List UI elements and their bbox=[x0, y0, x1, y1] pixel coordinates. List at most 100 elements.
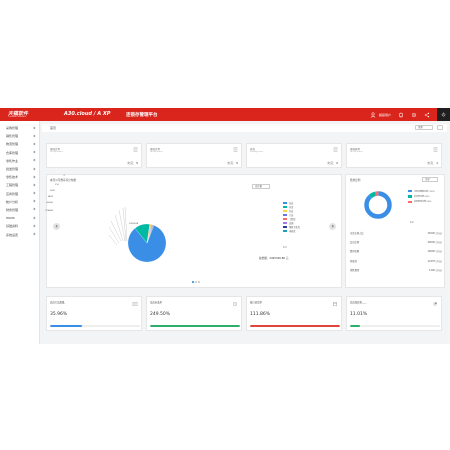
legend-item[interactable]: 零售专卖库 bbox=[283, 225, 300, 229]
sidebar-item[interactable]: 零售技术 bbox=[0, 173, 39, 181]
expense-row: 销售费用 1200 (万元) bbox=[350, 265, 442, 274]
bell-icon[interactable] bbox=[398, 112, 404, 118]
stat-card-value: 未完：1 bbox=[427, 161, 438, 165]
sidebar-item[interactable]: 工程管理 bbox=[0, 181, 39, 189]
sidebar-item-label: HRMS bbox=[6, 216, 15, 221]
logout-button[interactable] bbox=[437, 108, 450, 121]
user-icon[interactable] bbox=[370, 112, 376, 118]
legend-swatch bbox=[283, 225, 287, 229]
inventory-chart-card: 本月公司各库存分布图 库存量 总店 仓库 分店 门店 工程库 店铺 零售专卖库 电商库 1/3… bbox=[45, 174, 342, 288]
ratio-card[interactable]: 库存产品数量 Stock items ratio 35.96% bbox=[46, 296, 142, 331]
sidebar-item[interactable]: 销售管理 bbox=[0, 132, 39, 140]
expense-row: 费用金额 16000 (万元) bbox=[350, 247, 442, 256]
legend-item[interactable]: 总店 bbox=[283, 201, 300, 205]
expense-row-label: 销售费用 bbox=[350, 268, 360, 272]
legend-item[interactable]: 分店 bbox=[283, 209, 300, 213]
stat-card-subtitle: Weekly orders bbox=[350, 150, 363, 153]
sidebar-item[interactable]: 物流管理 bbox=[0, 140, 39, 148]
carousel-dot[interactable] bbox=[198, 281, 200, 283]
next-arrow-button[interactable] bbox=[329, 223, 336, 230]
expense-donut-chart bbox=[364, 191, 392, 219]
stat-card[interactable]: 本周订单 Weekly orders 未完：5 bbox=[46, 143, 142, 168]
pie-slice[interactable] bbox=[146, 225, 155, 244]
logo[interactable]: 天猫软件 Tianmao Software bbox=[8, 110, 50, 119]
legend-pager[interactable]: 1/3 bbox=[283, 246, 287, 249]
chart-legend: 总店 仓库 分店 门店 工程库 店铺 零售专卖库 电商库 bbox=[283, 201, 300, 233]
top-header: 天猫软件 Tianmao Software A30.cloud / A XP 连… bbox=[0, 108, 450, 121]
stat-card-value-number: 5 bbox=[136, 160, 138, 165]
expense-ratio-card: 费用比例 全部 仓库及零售比例 (70%) 会员费比例 (8%) 其他费用比例 (4… bbox=[345, 174, 445, 288]
sidebar-item-label: 采购管理 bbox=[6, 126, 19, 131]
chevron-right-icon bbox=[32, 134, 36, 138]
sidebar-item[interactable]: 财务管理 bbox=[0, 206, 39, 214]
expense-legend-pager[interactable]: 1/2 bbox=[410, 221, 414, 224]
legend-item[interactable]: 仓库 bbox=[283, 205, 300, 209]
ratio-progress-track bbox=[50, 325, 140, 327]
legend-item[interactable]: 电商库 bbox=[283, 229, 300, 233]
legend-label: 总店 bbox=[289, 202, 294, 205]
stat-card-value-label: 未完： bbox=[227, 160, 237, 165]
donut-segment[interactable] bbox=[364, 191, 392, 219]
chart-type-select[interactable]: 库存量 bbox=[252, 184, 270, 189]
legend-swatch bbox=[283, 217, 287, 221]
stat-card-value: 未完：5 bbox=[127, 161, 138, 165]
sidebar-item[interactable]: 基础资料 bbox=[0, 222, 39, 230]
expense-legend-item[interactable]: 仓库及零售比例 (70%) bbox=[408, 190, 438, 193]
legend-item[interactable]: 门店 bbox=[283, 213, 300, 217]
tab-home[interactable]: 首页 bbox=[50, 125, 57, 130]
expense-row-label: 仓库比例占比 bbox=[350, 231, 364, 235]
expense-row-value: 12478 (万元) bbox=[427, 259, 442, 263]
legend-item[interactable]: 工程库 bbox=[283, 217, 300, 221]
stat-card[interactable]: 待办 Pending items 未完：2 bbox=[246, 143, 342, 168]
sidebar-item[interactable]: 采购管理 bbox=[0, 124, 39, 132]
prev-arrow-button[interactable] bbox=[53, 223, 60, 230]
expense-filter-select[interactable]: 全部 bbox=[422, 177, 438, 182]
tab-menu-button[interactable] bbox=[437, 125, 443, 131]
user-name[interactable]: 超级用户 bbox=[378, 112, 391, 117]
ratio-card[interactable]: 库存标准率 Growth ratio 249.50% bbox=[146, 296, 242, 331]
legend-label: 仓库及零售比例 (70%) bbox=[414, 191, 435, 193]
pie-leader-line bbox=[110, 220, 122, 242]
sidebar-item[interactable]: 帐户分析 bbox=[0, 198, 39, 206]
pie-data-label: 40000 bbox=[46, 202, 53, 204]
ratio-card[interactable]: 客户退货率 Return ratio 111.86% bbox=[246, 296, 342, 331]
chevron-right-icon bbox=[32, 208, 36, 211]
pie-data-label: 376666 bbox=[45, 210, 53, 212]
document-icon bbox=[133, 147, 138, 152]
expense-legend-item[interactable]: 会员费比例 (8%) bbox=[408, 195, 438, 198]
sidebar-item[interactable]: 仓库管理 bbox=[0, 149, 39, 157]
legend-swatch bbox=[283, 209, 287, 213]
pie-leader-line bbox=[122, 207, 127, 242]
sidebar-item[interactable]: HRMS bbox=[0, 214, 39, 222]
stat-card-value-label: 未完： bbox=[127, 160, 137, 165]
tab-search-select[interactable]: 搜索 bbox=[415, 125, 433, 131]
stat-card[interactable]: 本周开单 Weekly orders 未完：1 bbox=[346, 143, 442, 168]
expense-legend-item[interactable]: 其他费用比例 (4%) bbox=[408, 200, 438, 203]
legend-swatch bbox=[283, 213, 287, 217]
pie-slice[interactable] bbox=[127, 224, 167, 263]
calendar-icon bbox=[332, 301, 338, 307]
stat-card[interactable]: 本周订单 Weekly orders 未完：5 bbox=[146, 143, 242, 168]
gear-icon[interactable] bbox=[411, 112, 417, 118]
carousel-dot[interactable] bbox=[192, 281, 194, 283]
logo-title: 天猫软件 bbox=[8, 111, 29, 117]
legend-swatch bbox=[283, 229, 287, 233]
legend-item[interactable]: 店铺 bbox=[283, 221, 300, 225]
pie-data-label: 0 bbox=[61, 179, 63, 181]
legend-swatch bbox=[408, 200, 412, 203]
sidebar-item[interactable]: 零售作业 bbox=[0, 157, 39, 165]
legend-label: 其他费用比例 (4%) bbox=[414, 201, 432, 204]
sidebar: 采购管理销售管理 物流管理 仓库管理 零售作业 批发管理 零售技术 工程管理 应商管理 帐户分析… bbox=[0, 121, 40, 344]
ratio-card[interactable]: 库存周转率 Inventory turnover 11.01% bbox=[346, 296, 442, 331]
share-icon[interactable] bbox=[424, 112, 430, 118]
donut-segment[interactable] bbox=[364, 191, 392, 219]
sidebar-item-label: 销售管理 bbox=[6, 134, 19, 139]
carousel-dots[interactable] bbox=[192, 281, 201, 283]
pie-data-label: 1000 bbox=[49, 190, 55, 192]
sidebar-item[interactable]: 应商管理 bbox=[0, 190, 39, 198]
sidebar-item[interactable]: 批发管理 bbox=[0, 165, 39, 173]
ratio-card-subtitle: Return ratio bbox=[250, 303, 261, 306]
sidebar-item[interactable]: 系统设置 bbox=[0, 230, 39, 238]
pie-leader-line bbox=[108, 226, 120, 244]
carousel-dot[interactable] bbox=[195, 281, 197, 283]
